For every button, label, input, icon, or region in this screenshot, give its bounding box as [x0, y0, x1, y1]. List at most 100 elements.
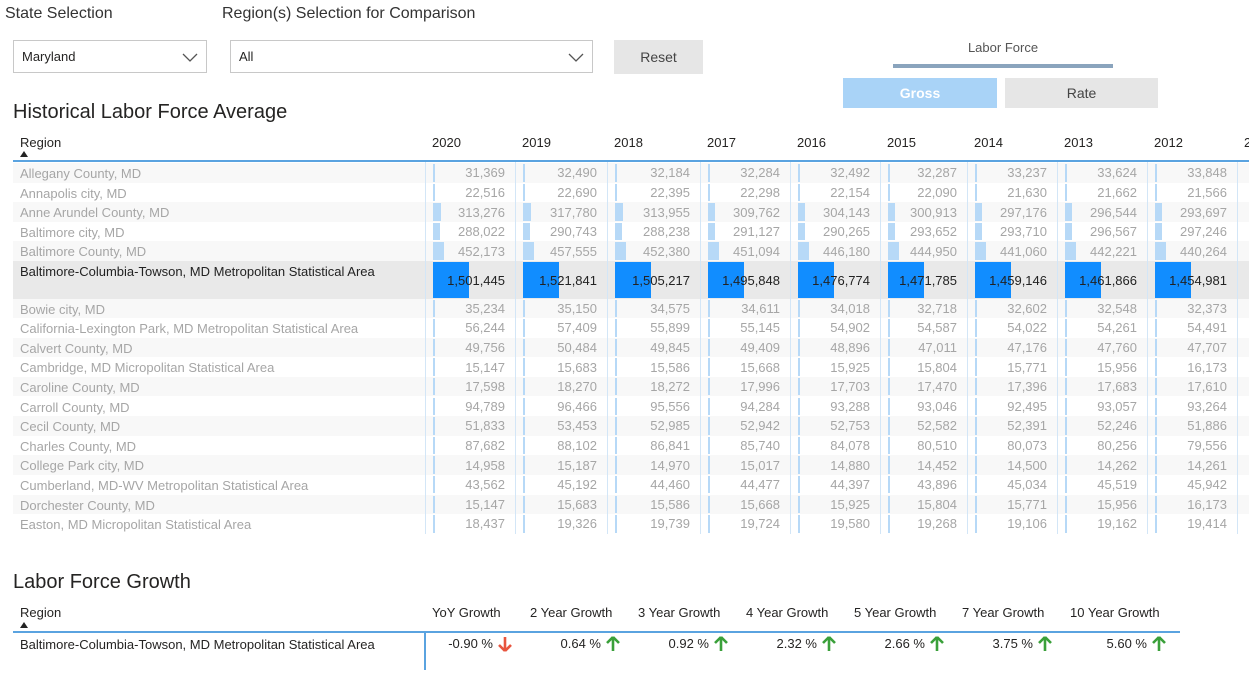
- value-cell: 54,491: [1187, 320, 1227, 336]
- data-bar: [523, 164, 525, 182]
- value-cell: 54,022: [1007, 320, 1047, 336]
- data-bar: [523, 377, 525, 396]
- data-bar: [1065, 475, 1067, 494]
- column-separator: [425, 162, 426, 534]
- arrow-icon: [930, 636, 944, 651]
- data-bar: [708, 475, 710, 494]
- value-cell: 32,373: [1187, 300, 1227, 316]
- column-header: 2018: [614, 135, 643, 150]
- value-cell: 84,078: [830, 438, 870, 453]
- data-bar: [523, 456, 525, 474]
- value-cell: 17,703: [830, 379, 870, 395]
- arrow-icon: [1152, 636, 1166, 651]
- value-cell: 14,958: [465, 457, 505, 473]
- column-separator: [1057, 162, 1058, 534]
- column-separator: [790, 162, 791, 534]
- data-bar: [433, 338, 435, 357]
- rate-button[interactable]: Rate: [1005, 78, 1158, 108]
- column-header: 4 Year Growth: [746, 605, 829, 620]
- column-header: 2 Year Growth: [530, 605, 613, 620]
- value-cell: 45,192: [557, 477, 597, 493]
- data-bar: [798, 358, 800, 376]
- data-bar: [523, 495, 525, 514]
- data-bar: [708, 299, 710, 318]
- value-cell: 293,697: [1180, 204, 1227, 220]
- data-bar: [523, 417, 525, 435]
- column-header: 2019: [522, 135, 551, 150]
- data-bar: [888, 436, 890, 455]
- data-bar: [975, 319, 977, 337]
- value-cell: 47,176: [1007, 340, 1047, 355]
- value-cell: 22,298: [740, 184, 780, 200]
- growth-value: 0.64 %: [560, 636, 601, 651]
- region-value: All: [239, 49, 254, 64]
- data-bar: [975, 436, 977, 455]
- data-bar: [433, 397, 436, 416]
- value-cell: 313,276: [458, 204, 505, 220]
- data-bar: [888, 397, 891, 416]
- state-label: State Selection: [5, 5, 113, 22]
- table-row: [13, 163, 1249, 183]
- value-cell: 17,598: [465, 379, 505, 395]
- data-bar: [615, 475, 617, 494]
- column-separator: [700, 162, 701, 534]
- value-cell: 45,519: [1097, 477, 1137, 493]
- data-bar: [798, 417, 800, 435]
- value-cell: 51,833: [465, 418, 505, 434]
- value-cell: 21,662: [1097, 184, 1137, 200]
- value-cell: 21,630: [1007, 184, 1047, 200]
- value-cell: 85,740: [740, 438, 780, 453]
- data-bar: [888, 456, 890, 474]
- data-bar: [798, 222, 806, 241]
- data-bar: [615, 495, 617, 514]
- data-bar: [975, 358, 977, 376]
- value-cell: 32,602: [1007, 300, 1047, 316]
- data-bar: [1065, 299, 1067, 318]
- data-bar: [1155, 203, 1163, 221]
- header-line: [13, 160, 1249, 162]
- gross-button[interactable]: Gross: [843, 78, 997, 108]
- value-cell: 446,180: [823, 243, 870, 259]
- data-bar: [1155, 222, 1163, 241]
- state-dropdown[interactable]: Maryland: [13, 40, 207, 73]
- data-bar: [433, 183, 435, 202]
- value-cell: 92,495: [1007, 398, 1047, 414]
- value-cell: 1,501,445: [447, 272, 505, 288]
- data-bar: [888, 515, 890, 533]
- data-bar: [1065, 222, 1073, 241]
- data-bar: [975, 456, 977, 474]
- value-cell: 15,668: [740, 359, 780, 375]
- table-row: [13, 318, 1249, 338]
- region-dropdown[interactable]: All: [230, 40, 593, 73]
- data-bar: [1065, 164, 1067, 182]
- value-cell: 44,460: [650, 477, 690, 493]
- data-bar: [708, 319, 710, 337]
- value-cell: 15,668: [740, 496, 780, 512]
- data-bar: [798, 319, 800, 337]
- value-cell: 14,262: [1097, 457, 1137, 473]
- value-cell: 93,264: [1187, 398, 1227, 414]
- value-cell: 21,566: [1187, 184, 1227, 200]
- value-cell: 35,234: [465, 300, 505, 316]
- value-cell: 56,244: [465, 320, 505, 336]
- value-cell: 32,718: [917, 300, 957, 316]
- data-bar: [1155, 377, 1157, 396]
- region-cell: California-Lexington Park, MD Metropolit…: [20, 321, 359, 337]
- data-bar: [615, 299, 617, 318]
- reset-button[interactable]: Reset: [614, 40, 703, 74]
- value-cell: 1,461,866: [1079, 272, 1137, 288]
- value-cell: 19,106: [1007, 516, 1047, 532]
- value-cell: 17,396: [1007, 379, 1047, 395]
- column-separator: [1237, 162, 1238, 534]
- value-cell: 93,288: [830, 398, 870, 414]
- value-cell: 1,495,848: [722, 272, 780, 288]
- data-bar: [615, 417, 617, 435]
- value-cell: 297,176: [1000, 204, 1047, 220]
- value-cell: 444,950: [910, 243, 957, 259]
- value-cell: 32,490: [557, 165, 597, 181]
- region-cell: Calvert County, MD: [20, 340, 133, 356]
- value-cell: 34,018: [830, 300, 870, 316]
- value-cell: 80,510: [917, 438, 957, 453]
- value-cell: 52,753: [830, 418, 870, 434]
- value-cell: 18,437: [465, 516, 505, 532]
